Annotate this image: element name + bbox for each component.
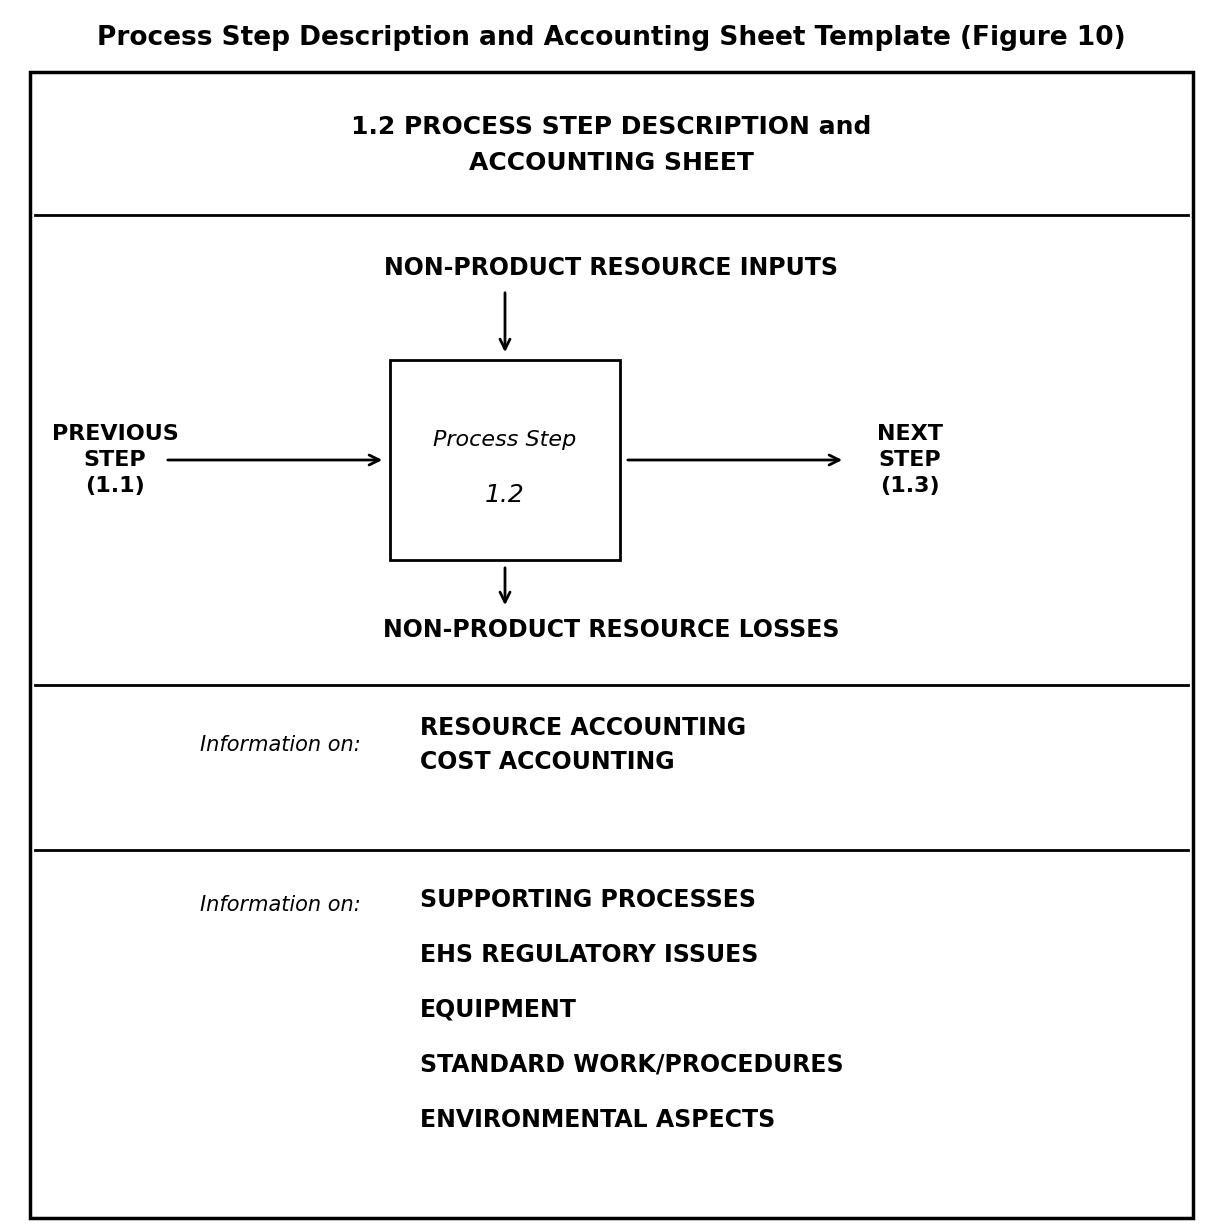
Text: EHS REGULATORY ISSUES: EHS REGULATORY ISSUES — [419, 943, 758, 966]
Text: RESOURCE ACCOUNTING
COST ACCOUNTING: RESOURCE ACCOUNTING COST ACCOUNTING — [419, 716, 746, 774]
Text: Process Step Description and Accounting Sheet Template (Figure 10): Process Step Description and Accounting … — [97, 25, 1126, 52]
Text: SUPPORTING PROCESSES: SUPPORTING PROCESSES — [419, 888, 756, 912]
Text: Information on:: Information on: — [201, 736, 361, 755]
Text: Information on:: Information on: — [201, 895, 361, 915]
Text: NEXT
STEP
(1.3): NEXT STEP (1.3) — [877, 424, 943, 496]
Text: ENVIRONMENTAL ASPECTS: ENVIRONMENTAL ASPECTS — [419, 1108, 775, 1132]
Text: STANDARD WORK/PROCEDURES: STANDARD WORK/PROCEDURES — [419, 1052, 844, 1077]
Text: NON-PRODUCT RESOURCE INPUTS: NON-PRODUCT RESOURCE INPUTS — [384, 255, 839, 280]
Text: 1.2: 1.2 — [486, 483, 525, 507]
Bar — [390, 360, 620, 560]
Text: EQUIPMENT: EQUIPMENT — [419, 998, 577, 1022]
Text: Process Step: Process Step — [433, 430, 576, 449]
Text: NON-PRODUCT RESOURCE LOSSES: NON-PRODUCT RESOURCE LOSSES — [383, 618, 840, 642]
Text: 1.2 PROCESS STEP DESCRIPTION and
ACCOUNTING SHEET: 1.2 PROCESS STEP DESCRIPTION and ACCOUNT… — [351, 115, 872, 174]
Text: PREVIOUS
STEP
(1.1): PREVIOUS STEP (1.1) — [51, 424, 179, 496]
